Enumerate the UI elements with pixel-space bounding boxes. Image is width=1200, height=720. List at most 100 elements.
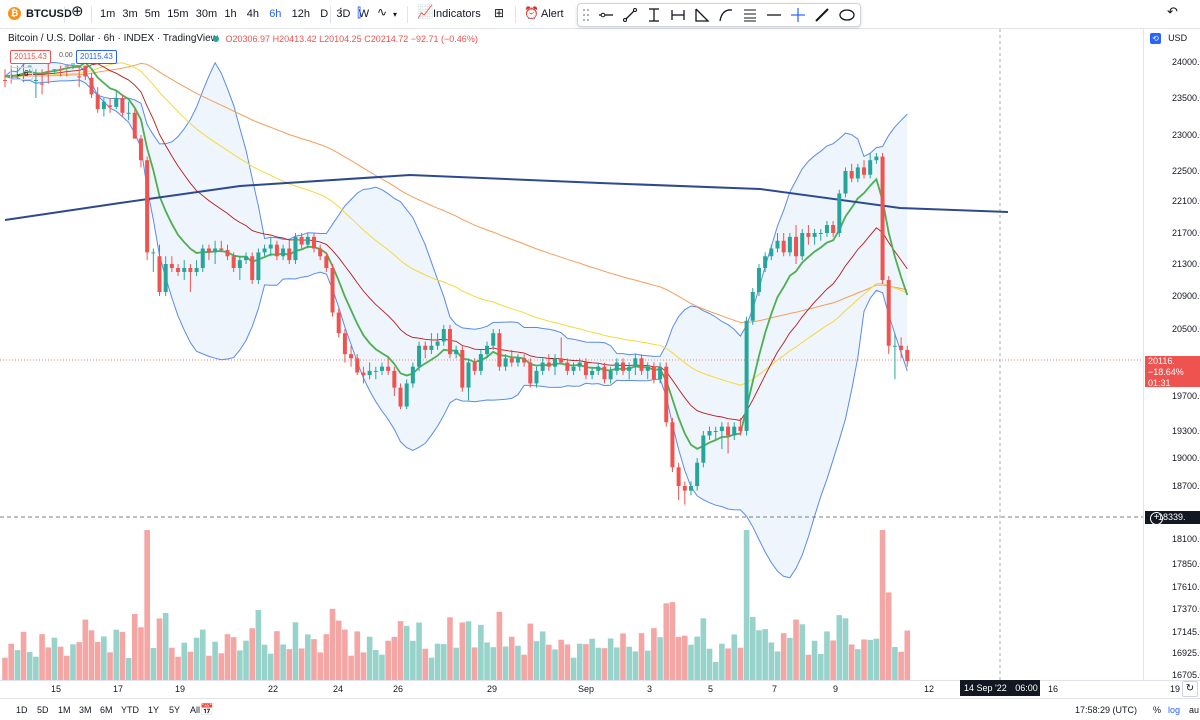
- legend-low: L20104.25: [319, 34, 362, 44]
- price-tick: 19300.00: [1172, 426, 1200, 436]
- candle-body: [163, 264, 168, 292]
- line-chart-icon[interactable]: ∿: [377, 5, 388, 19]
- chart-legend-title: Bitcoin / U.S. Dollar · 6h · INDEX · Tra…: [8, 33, 218, 44]
- range-all[interactable]: All: [190, 705, 201, 715]
- time-axis[interactable]: [0, 680, 1200, 698]
- brush-icon[interactable]: [814, 7, 830, 23]
- candle-body: [886, 280, 891, 346]
- candle-body: [15, 74, 20, 76]
- interval-6h[interactable]: 6h: [269, 8, 282, 20]
- interval-4h[interactable]: 4h: [246, 8, 260, 20]
- volume-bar: [521, 654, 527, 680]
- add-alert-icon[interactable]: +: [1150, 512, 1163, 525]
- time-label: 22: [268, 684, 279, 694]
- candle-body: [126, 112, 131, 114]
- volume-bar: [688, 644, 694, 680]
- range-1y[interactable]: 1Y: [148, 705, 160, 715]
- volume-bar: [329, 608, 336, 680]
- price-range-icon[interactable]: [646, 7, 662, 23]
- interval-3m[interactable]: 3m: [122, 8, 138, 20]
- candle-body: [417, 345, 422, 367]
- price-tick: 20900.00: [1172, 291, 1200, 301]
- candles-icon[interactable]: ⫿: [357, 5, 362, 20]
- drag-handle-icon[interactable]: [582, 7, 590, 23]
- range-1d[interactable]: 1D: [16, 705, 28, 715]
- volume-bar: [447, 617, 453, 680]
- interval-5m[interactable]: 5m: [144, 8, 161, 20]
- undo-icon[interactable]: ↶: [1167, 4, 1178, 19]
- date-range-icon[interactable]: 📅: [200, 704, 214, 716]
- percent-toggle[interactable]: %: [1153, 705, 1162, 715]
- range-ytd[interactable]: YTD: [121, 705, 139, 715]
- candle-body: [707, 431, 712, 436]
- compare-symbol-icon[interactable]: ⊕: [71, 3, 84, 20]
- interval-15m[interactable]: 15m: [167, 8, 189, 20]
- volume-bar: [576, 643, 583, 680]
- range-3m[interactable]: 3M: [79, 705, 92, 715]
- sell-button[interactable]: 20115.43: [10, 50, 51, 64]
- indicators-icon[interactable]: 📈: [417, 4, 434, 19]
- range-6m[interactable]: 6M: [100, 705, 113, 715]
- price-scale[interactable]: [1143, 29, 1200, 680]
- log-toggle[interactable]: log: [1168, 705, 1181, 715]
- candle-body: [182, 268, 187, 272]
- scroll-to-end-icon[interactable]: ↻: [1182, 681, 1198, 697]
- candle-body: [862, 167, 867, 175]
- interval-d[interactable]: D: [320, 8, 329, 20]
- range-5y[interactable]: 5Y: [169, 705, 181, 715]
- candle-body: [602, 366, 607, 380]
- bollinger-upper-line: [4, 61, 908, 357]
- candle-body: [157, 256, 162, 292]
- candle-body: [596, 366, 601, 371]
- auto-toggle[interactable]: au: [1189, 705, 1200, 715]
- candle-body: [410, 366, 415, 384]
- horizontal-line-icon[interactable]: [766, 7, 782, 23]
- candle-body: [33, 80, 38, 81]
- candle-body: [9, 76, 14, 78]
- volume-bar: [323, 634, 330, 680]
- price-tick: 18700.00: [1172, 481, 1200, 491]
- price-chart[interactable]: [0, 29, 1143, 680]
- volume-bar: [317, 652, 323, 680]
- crosshair-icon[interactable]: [790, 7, 806, 23]
- triangle-pattern-icon[interactable]: [694, 7, 710, 23]
- interval-3d[interactable]: 3D: [336, 8, 351, 20]
- crosshair-date: 14 Sep '22: [964, 683, 1007, 693]
- clock[interactable]: 17:58:29 (UTC): [1075, 705, 1138, 715]
- scale-mode-icon[interactable]: ⟲: [1150, 32, 1161, 44]
- horizontal-ray-icon[interactable]: [598, 7, 614, 23]
- interval-w[interactable]: W: [358, 8, 370, 20]
- interval-1h[interactable]: 1h: [224, 8, 237, 20]
- candle-body: [367, 370, 372, 376]
- range-1m[interactable]: 1M: [58, 705, 71, 715]
- alert-button[interactable]: Alert: [541, 8, 564, 20]
- candle-body: [70, 63, 75, 65]
- layout-grid-icon[interactable]: ⊞: [494, 6, 505, 20]
- candle-body: [472, 362, 477, 371]
- volume-bar: [793, 619, 799, 680]
- volume-bar: [101, 636, 107, 680]
- chevron-down-icon[interactable]: ▾: [393, 10, 398, 19]
- symbol-search[interactable]: BTCUSD: [26, 8, 72, 20]
- bar-style-icon[interactable]: ⫶: [339, 5, 343, 20]
- indicators-toggle[interactable]: ⌄ 6: [10, 67, 34, 80]
- interval-12h[interactable]: 12h: [291, 8, 310, 20]
- parallel-channel-icon[interactable]: [742, 7, 758, 23]
- currency-selector[interactable]: ⟲ USD: [1150, 32, 1187, 44]
- volume-bar: [824, 631, 830, 680]
- alarm-icon[interactable]: ⏰: [524, 6, 539, 20]
- candle-body: [349, 354, 354, 359]
- volume-bar: [156, 618, 163, 680]
- buy-button[interactable]: 20115.43: [76, 50, 117, 64]
- trend-line-icon[interactable]: [622, 7, 638, 23]
- range-5d[interactable]: 5D: [37, 705, 49, 715]
- date-range-icon[interactable]: [670, 7, 686, 23]
- indicators-button[interactable]: Indicators: [433, 8, 481, 20]
- interval-1m[interactable]: 1m: [100, 8, 116, 20]
- chevron-down-icon: ⌄: [15, 69, 22, 78]
- indicator-count: 6: [23, 69, 29, 78]
- interval-30m[interactable]: 30m: [195, 8, 218, 20]
- curve-icon[interactable]: [718, 7, 734, 23]
- ellipse-icon[interactable]: [838, 7, 856, 23]
- candle-body: [590, 370, 595, 376]
